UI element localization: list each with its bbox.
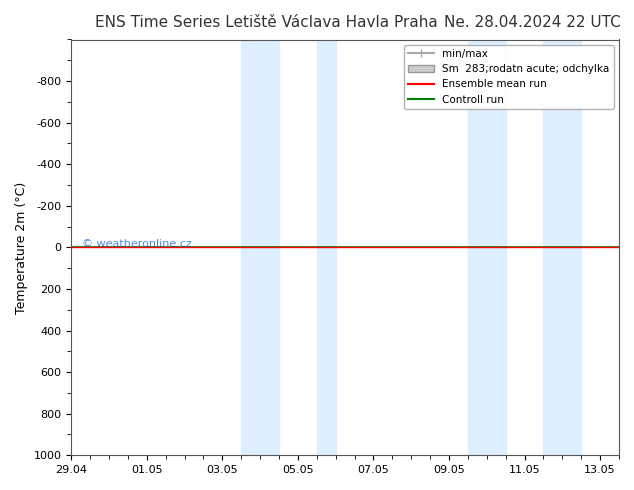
Text: ENS Time Series Letiště Václava Havla Praha: ENS Time Series Letiště Václava Havla Pr…: [95, 15, 438, 30]
Bar: [317, 40, 335, 455]
Y-axis label: Temperature 2m (°C): Temperature 2m (°C): [15, 181, 28, 314]
Legend: min/max, Sm  283;rodatn acute; odchylka, Ensemble mean run, Controll run: min/max, Sm 283;rodatn acute; odchylka, …: [404, 45, 614, 109]
Bar: [543, 40, 581, 455]
Bar: [468, 40, 506, 455]
Bar: [242, 40, 279, 455]
Text: Ne. 28.04.2024 22 UTC: Ne. 28.04.2024 22 UTC: [444, 15, 621, 30]
Text: © weatheronline.cz: © weatheronline.cz: [82, 239, 192, 249]
